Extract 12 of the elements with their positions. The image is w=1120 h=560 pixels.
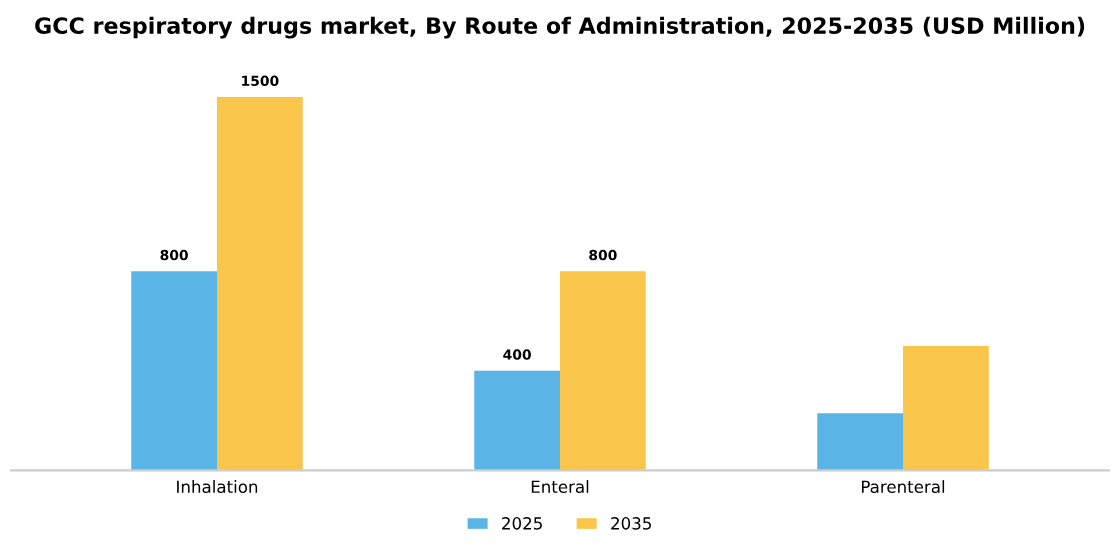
x-tick-label: Inhalation	[177, 480, 258, 494]
legend-label: 2035	[611, 517, 651, 530]
bar	[560, 271, 646, 471]
bar	[474, 370, 560, 471]
x-tick-label: Enteral	[531, 480, 589, 494]
bar	[131, 271, 217, 471]
legend-label: 2025	[502, 517, 542, 530]
bar	[217, 97, 303, 471]
chart-title: GCC respiratory drugs market, By Route of Administration, 2025-2035 (USD Million)	[35, 16, 1085, 39]
bar	[903, 345, 989, 471]
bar	[817, 413, 903, 471]
x-tick-label: Parenteral	[861, 480, 945, 494]
